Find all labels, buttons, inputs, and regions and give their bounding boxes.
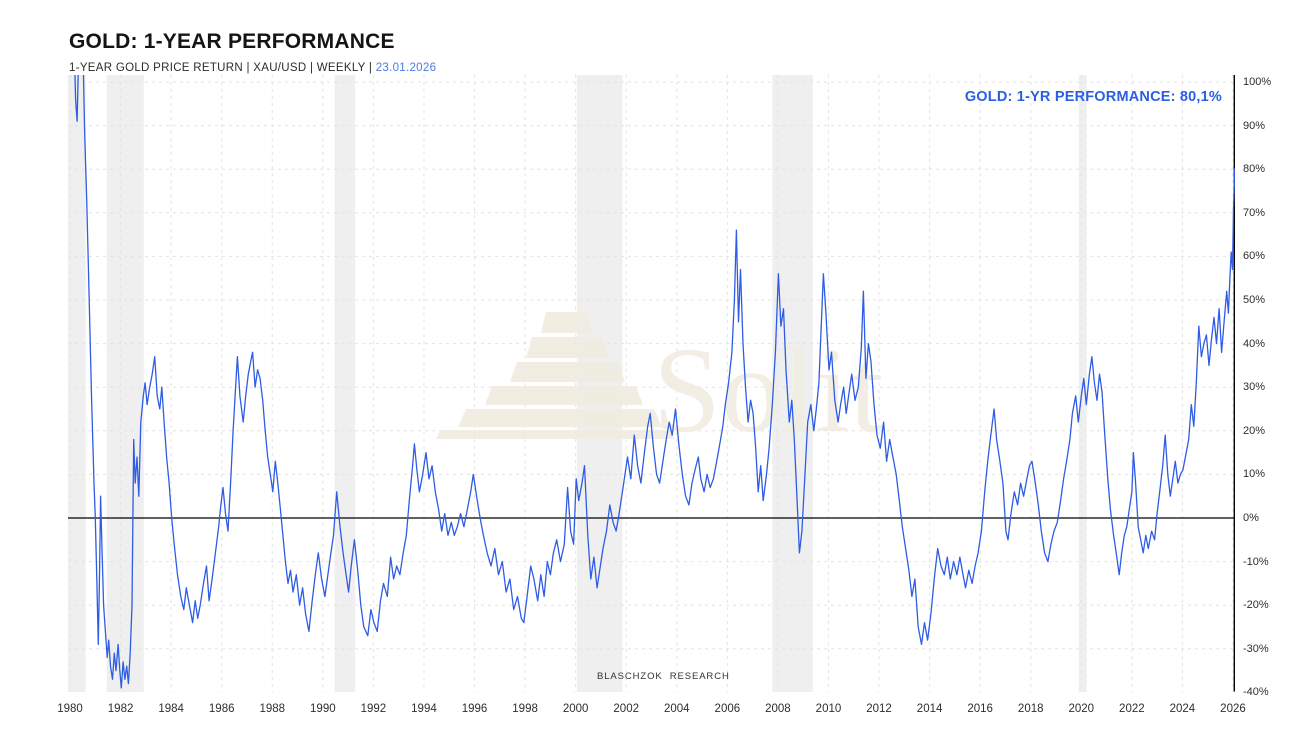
recession-band (576, 75, 623, 692)
y-axis-tick-label: -20% (1243, 599, 1269, 612)
x-axis-tick-label: 1994 (411, 703, 437, 715)
y-axis-tick-label: 30% (1243, 381, 1266, 394)
y-axis-tick-label: -30% (1243, 642, 1269, 655)
x-axis-tick-label: 1990 (310, 703, 336, 715)
x-axis-tick-label: 2026 (1220, 703, 1246, 715)
x-axis-tick-label: 1996 (461, 703, 488, 715)
y-axis-tick-label: 100% (1243, 76, 1272, 88)
x-axis-tick-label: 2000 (562, 703, 589, 715)
x-axis-tick-label: 2004 (663, 703, 690, 715)
x-axis-tick-label: 2016 (967, 703, 993, 715)
y-axis-tick-label: -10% (1243, 555, 1269, 568)
gridlines (68, 75, 1235, 692)
y-axis-tick-label: 20% (1243, 424, 1266, 437)
solit-watermark-logo: Solit (436, 312, 884, 458)
y-axis-tick-label: 90% (1243, 119, 1266, 132)
recession-band (334, 75, 356, 692)
current-performance-label: GOLD: 1-YR PERFORMANCE: 80,1% (964, 89, 1222, 105)
price-line-chart: Solit GOLD: 1-YR PERFORMANCE: 80,1% (68, 75, 1235, 692)
x-axis-tick-label: 1988 (259, 703, 286, 715)
x-axis-tick-label: 1998 (512, 703, 538, 715)
x-axis-tick-label: 1984 (158, 703, 184, 715)
y-axis-tick-label: 60% (1243, 250, 1266, 263)
x-axis-tick-label: 2008 (765, 703, 791, 715)
watermark-text: Solit (653, 323, 884, 458)
x-axis-tick-label: 2006 (714, 703, 741, 715)
x-axis-tick-label: 2014 (916, 703, 943, 715)
recession-band (772, 75, 813, 692)
x-axis-tick-label: 1980 (57, 703, 83, 715)
y-axis-tick-label: 40% (1243, 337, 1266, 350)
x-axis-tick-label: 1986 (208, 703, 235, 715)
chart-subtitle: 1-YEAR GOLD PRICE RETURN | XAU/USD | WEE… (69, 62, 436, 74)
x-axis-tick-label: 1982 (107, 703, 134, 715)
y-axis-tick-label: 10% (1243, 468, 1266, 481)
recession-bands (68, 75, 1087, 692)
x-axis-tick-label: 2018 (1017, 703, 1044, 715)
y-axis-tick-label: 80% (1243, 163, 1266, 176)
x-axis-tick-label: 2022 (1119, 703, 1145, 715)
y-axis-tick-label: 70% (1243, 206, 1266, 219)
recession-band (68, 75, 86, 692)
gold-return-series-line (74, 75, 1235, 689)
page-title: GOLD: 1-YEAR PERFORMANCE (69, 30, 395, 53)
x-axis-tick-label: 2012 (866, 703, 892, 715)
chart-canvas: Solit (68, 75, 1235, 692)
y-axis-tick-label: -40% (1243, 686, 1269, 699)
gold-bar-pyramid-icon (436, 312, 674, 439)
x-axis-tick-label: 2024 (1169, 703, 1196, 715)
research-credit: BLASCHZOK RESEARCH (597, 671, 730, 682)
subtitle-date: 23.01.2026 (375, 62, 437, 74)
y-axis-tick-label: 50% (1243, 294, 1266, 306)
x-axis-tick-label: 2020 (1068, 703, 1095, 715)
y-axis-tick-label: 0% (1243, 512, 1259, 524)
x-axis-tick-label: 1992 (360, 703, 387, 715)
recession-band (106, 75, 144, 692)
x-axis-tick-label: 2010 (815, 703, 842, 715)
subtitle-text: 1-YEAR GOLD PRICE RETURN | XAU/USD | WEE… (69, 62, 376, 74)
x-axis-tick-label: 2002 (613, 703, 639, 715)
